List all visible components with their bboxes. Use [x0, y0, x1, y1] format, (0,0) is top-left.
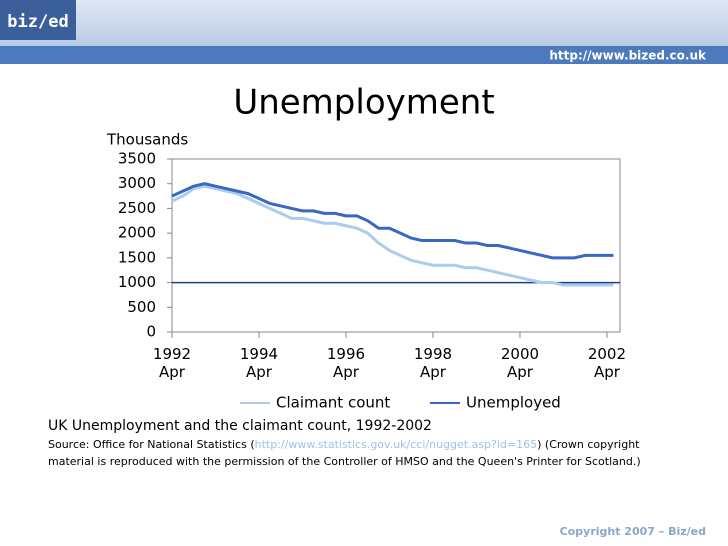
x-tick-label: 1998 Apr	[414, 345, 452, 381]
source-suffix: ) (Crown copyright material is reproduce…	[48, 438, 641, 468]
caption-title: UK Unemployment and the claimant count, …	[48, 418, 432, 434]
source-link[interactable]: http://www.statistics.gov.uk/cci/nugget.…	[254, 438, 538, 451]
y-tick-label: 2500	[118, 199, 156, 217]
x-tick-label: 2002 Apr	[588, 345, 626, 381]
logo-box	[0, 0, 76, 40]
legend-label: Claimant count	[276, 394, 390, 412]
caption: UK Unemployment and the claimant count, …	[48, 416, 688, 470]
y-tick-label: 1000	[118, 273, 156, 291]
logo: biz/ed	[7, 12, 68, 32]
y-tick-label: 1500	[118, 248, 156, 266]
source: Source: Office for National Statistics (…	[48, 436, 688, 470]
source-prefix: Source: Office for National Statistics (	[48, 438, 255, 451]
y-axis-label: Thousands	[106, 131, 188, 149]
x-tick-label: 1992 Apr	[153, 345, 191, 381]
y-tick-label: 2000	[118, 224, 156, 242]
url-bar	[0, 46, 728, 64]
x-tick-label: 1994 Apr	[240, 345, 278, 381]
x-tick-label: 2000 Apr	[501, 345, 539, 381]
url: http://www.bized.co.uk	[549, 49, 707, 63]
y-tick-label: 0	[146, 323, 156, 341]
y-tick-label: 3500	[118, 150, 156, 168]
y-tick-label: 3000	[118, 174, 156, 192]
copyright: Copyright 2007 – Biz/ed	[560, 525, 706, 538]
series-line	[171, 182, 614, 260]
x-tick-label: 1996 Apr	[327, 345, 365, 381]
chart-title: Unemployment	[233, 83, 494, 123]
legend-label: Unemployed	[466, 394, 561, 412]
header-band	[0, 0, 728, 46]
series-line	[171, 184, 614, 287]
plot-area	[171, 158, 621, 333]
y-tick-label: 500	[127, 298, 156, 316]
